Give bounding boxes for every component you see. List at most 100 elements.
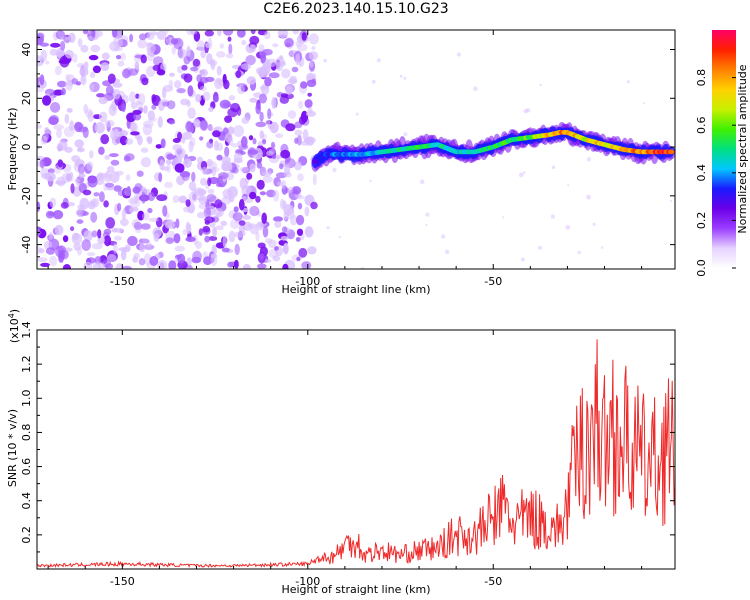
noise-blob: [312, 173, 317, 186]
noise-blob: [79, 197, 90, 210]
noise-blob: [311, 78, 316, 84]
noise-blob: [141, 77, 149, 86]
noise-speck: [539, 83, 542, 87]
noise-blob: [259, 111, 264, 122]
top-y-tick-label: 20: [20, 91, 33, 105]
noise-blob: [212, 226, 218, 238]
noise-blob: [106, 165, 115, 173]
noise-blob: [178, 195, 188, 204]
noise-blob: [83, 230, 93, 242]
noise-blob: [105, 217, 116, 229]
noise-speck: [626, 80, 631, 84]
noise-blob: [208, 236, 218, 241]
noise-blob: [307, 92, 313, 97]
noise-blob: [277, 30, 289, 38]
noise-blob: [262, 175, 273, 183]
noise-speck: [323, 58, 328, 63]
noise-blob: [205, 42, 211, 48]
noise-blob: [187, 107, 196, 119]
noise-blob: [151, 104, 157, 110]
top-y-tick-label: -40: [20, 236, 33, 254]
noise-blob: [171, 46, 176, 55]
noise-blob: [241, 136, 248, 148]
noise-blob: [264, 76, 272, 87]
noise-blob: [285, 42, 291, 48]
noise-blob: [226, 53, 234, 59]
noise-blob: [104, 154, 111, 160]
noise-blob: [133, 221, 143, 231]
noise-blob: [65, 74, 70, 81]
noise-blob: [207, 188, 215, 194]
noise-blob: [140, 54, 147, 64]
noise-blob: [104, 263, 114, 269]
noise-blob: [281, 68, 291, 79]
noise-blob: [121, 103, 126, 113]
y-scale-close: ): [8, 309, 21, 313]
noise-blob: [262, 226, 269, 238]
noise-blob: [274, 220, 282, 228]
noise-blob: [195, 241, 203, 249]
noise-blob: [298, 115, 307, 125]
noise-blob: [295, 237, 301, 242]
noise-blob: [268, 148, 276, 155]
noise-blob: [100, 134, 110, 145]
noise-blob: [90, 44, 101, 53]
noise-blob: [183, 158, 192, 168]
noise-blob: [74, 122, 84, 131]
noise-blob: [129, 206, 135, 213]
noise-blob: [96, 93, 105, 98]
noise-blob: [186, 46, 191, 57]
noise-blob: [127, 235, 138, 247]
noise-blob: [143, 105, 148, 114]
noise-blob: [115, 263, 124, 269]
noise-blob: [63, 126, 75, 138]
noise-blob: [215, 225, 224, 231]
noise-blob: [198, 195, 208, 205]
noise-blob: [62, 235, 69, 243]
noise-blob: [227, 36, 232, 42]
noise-blob: [281, 226, 288, 234]
noise-blob: [304, 99, 313, 109]
noise-blob: [59, 36, 69, 41]
noise-blob: [297, 202, 303, 210]
bottom-y-tick-label: 1.2: [20, 355, 33, 373]
noise-speck: [399, 74, 403, 78]
noise-blob: [192, 58, 201, 67]
noise-blob: [306, 136, 315, 146]
noise-blob: [234, 243, 240, 255]
noise-blob: [113, 235, 122, 241]
noise-blob: [62, 264, 72, 269]
noise-blob: [272, 189, 280, 202]
noise-blob: [97, 229, 102, 239]
noise-blob: [300, 81, 308, 89]
bottom-y-tick-label: 0.6: [20, 458, 33, 476]
noise-blob: [304, 206, 310, 217]
noise-blob: [138, 33, 147, 41]
noise-blob: [241, 167, 251, 174]
noise-blob: [117, 202, 122, 212]
noise-blob: [173, 233, 181, 244]
y-scale-base: (x10: [8, 318, 21, 343]
noise-blob: [301, 261, 312, 269]
noise-blob: [165, 159, 172, 165]
noise-blob: [49, 48, 58, 56]
noise-blob: [219, 43, 225, 49]
noise-blob: [298, 100, 304, 109]
noise-blob: [66, 108, 73, 113]
noise-blob: [228, 43, 233, 55]
bottom-y-tick-label: 0.2: [20, 526, 33, 544]
y-scale-factor: (x104): [7, 309, 21, 343]
noise-blob: [274, 246, 279, 251]
noise-blob: [259, 130, 265, 140]
noise-blob: [70, 183, 75, 194]
noise-blob: [39, 74, 45, 86]
noise-blob: [249, 191, 257, 200]
noise-blob: [124, 186, 132, 197]
noise-blob: [285, 93, 294, 100]
noise-blob: [209, 59, 218, 67]
noise-blob: [120, 249, 127, 261]
noise-blob: [87, 176, 98, 188]
top-x-tick-label: -150: [110, 275, 135, 288]
noise-blob: [186, 121, 194, 133]
noise-blob: [249, 44, 256, 53]
